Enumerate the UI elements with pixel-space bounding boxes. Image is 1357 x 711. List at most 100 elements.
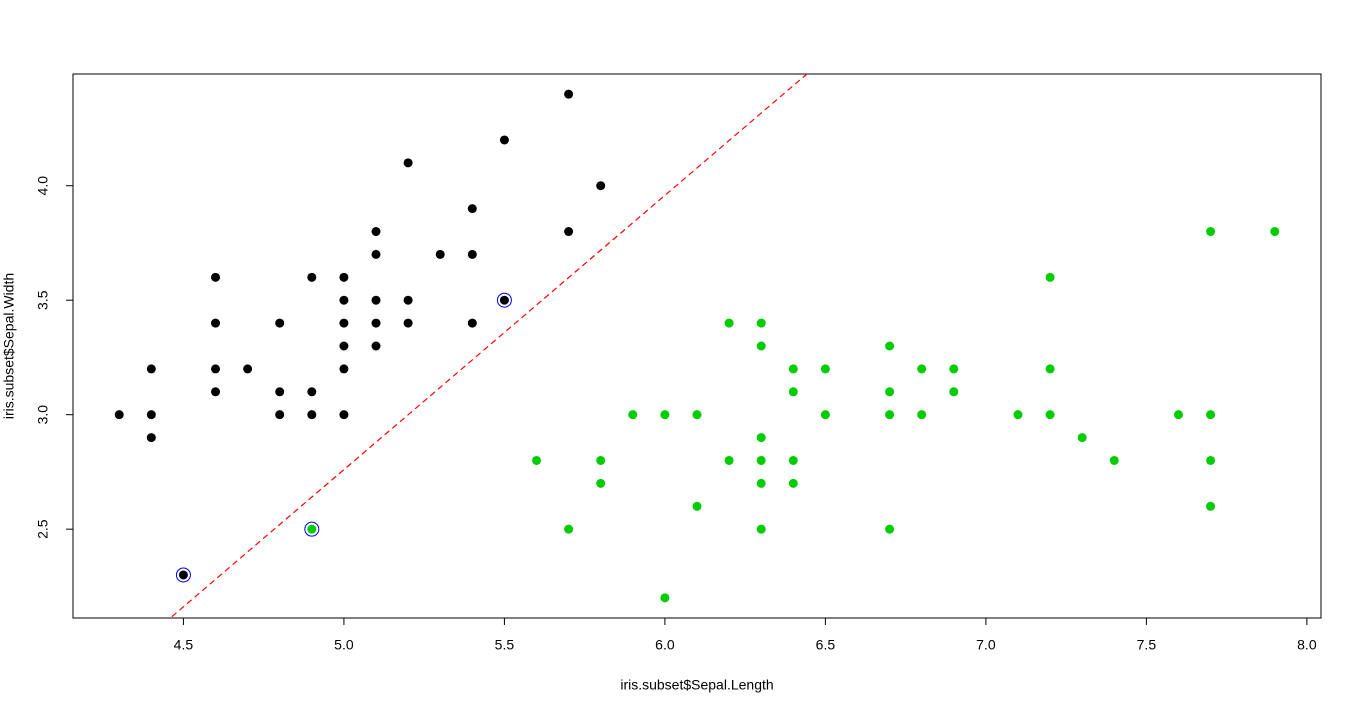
point xyxy=(307,387,317,397)
plot-box xyxy=(72,73,1322,619)
point xyxy=(756,433,766,443)
point xyxy=(371,341,381,351)
fit-line xyxy=(169,74,808,618)
x-tick-label: 6.0 xyxy=(655,637,675,653)
point xyxy=(467,204,477,214)
point xyxy=(1077,433,1087,443)
point xyxy=(499,135,509,145)
point xyxy=(1270,227,1280,237)
point xyxy=(146,364,156,374)
point xyxy=(788,364,798,374)
point xyxy=(307,272,317,282)
point xyxy=(660,593,670,603)
highlight-ring xyxy=(175,567,191,583)
x-tick-label: 5.0 xyxy=(334,637,354,653)
point xyxy=(243,364,253,374)
point xyxy=(467,249,477,259)
point xyxy=(885,341,895,351)
point xyxy=(114,410,124,420)
point xyxy=(1109,455,1119,465)
point xyxy=(435,249,445,259)
point xyxy=(499,295,509,305)
point xyxy=(467,318,477,328)
x-tick-label: 7.0 xyxy=(976,637,996,653)
point xyxy=(1206,227,1216,237)
point xyxy=(211,387,221,397)
point xyxy=(756,455,766,465)
point xyxy=(339,295,349,305)
point xyxy=(564,89,574,99)
point xyxy=(820,364,830,374)
point xyxy=(403,295,413,305)
point xyxy=(756,318,766,328)
point xyxy=(885,524,895,534)
x-tick-label: 5.5 xyxy=(495,637,515,653)
point xyxy=(788,455,798,465)
point xyxy=(146,433,156,443)
point xyxy=(275,318,285,328)
point xyxy=(339,364,349,374)
y-tick-label: 3.5 xyxy=(35,290,51,310)
point xyxy=(1045,272,1055,282)
point xyxy=(949,387,959,397)
point xyxy=(275,410,285,420)
point xyxy=(532,455,542,465)
point xyxy=(564,227,574,237)
point xyxy=(724,318,734,328)
point xyxy=(1013,410,1023,420)
x-axis-label: iris.subset$Sepal.Length xyxy=(620,677,773,693)
point xyxy=(307,410,317,420)
highlight-ring xyxy=(496,292,512,308)
point xyxy=(339,410,349,420)
x-tick-label: 6.5 xyxy=(816,637,836,653)
point xyxy=(339,341,349,351)
point xyxy=(403,318,413,328)
point xyxy=(211,318,221,328)
point xyxy=(885,410,895,420)
point xyxy=(724,455,734,465)
point xyxy=(1045,364,1055,374)
highlight-ring xyxy=(304,521,320,537)
point xyxy=(275,387,285,397)
point xyxy=(917,364,927,374)
point xyxy=(596,478,606,488)
point xyxy=(917,410,927,420)
point xyxy=(596,455,606,465)
point xyxy=(178,570,188,580)
point xyxy=(756,478,766,488)
point xyxy=(146,410,156,420)
point xyxy=(371,318,381,328)
point xyxy=(756,524,766,534)
point xyxy=(371,295,381,305)
point xyxy=(788,478,798,488)
point xyxy=(211,272,221,282)
y-tick-label: 2.5 xyxy=(35,519,51,539)
point xyxy=(1206,501,1216,511)
y-axis-label: iris.subset$Sepal.Width xyxy=(1,273,17,419)
point xyxy=(403,158,413,168)
point xyxy=(371,227,381,237)
point xyxy=(628,410,638,420)
point xyxy=(1045,410,1055,420)
point xyxy=(1206,455,1216,465)
point xyxy=(788,387,798,397)
point xyxy=(371,249,381,259)
point xyxy=(211,364,221,374)
point xyxy=(307,524,317,534)
x-tick-label: 7.5 xyxy=(1137,637,1157,653)
point xyxy=(820,410,830,420)
point xyxy=(692,501,702,511)
point xyxy=(1173,410,1183,420)
y-tick-label: 3.0 xyxy=(35,405,51,425)
x-tick-label: 4.5 xyxy=(174,637,194,653)
x-tick-label: 8.0 xyxy=(1297,637,1317,653)
point xyxy=(1206,410,1216,420)
point xyxy=(660,410,670,420)
point xyxy=(339,318,349,328)
point xyxy=(756,341,766,351)
point xyxy=(885,387,895,397)
point xyxy=(692,410,702,420)
point xyxy=(596,181,606,191)
